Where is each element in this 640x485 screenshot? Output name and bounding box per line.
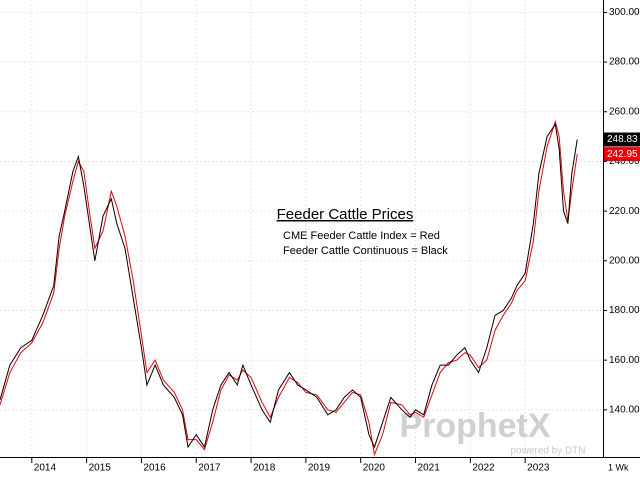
y-tick-label: 220.00: [609, 206, 640, 217]
y-tick-label: 240.00: [609, 156, 640, 167]
annotation: Feeder Cattle Continuous = Black: [283, 245, 448, 257]
y-tick-label: 260.00: [609, 106, 640, 117]
last-value-box: [604, 132, 640, 147]
y-tick-label: 280.00: [609, 57, 640, 68]
watermark-brand: ProphetX: [399, 407, 550, 445]
y-tick-label: 160.00: [609, 355, 640, 366]
period-label: 1 Wk: [608, 462, 629, 472]
price-line: [0, 122, 578, 449]
x-tick-label: 2014: [34, 463, 57, 474]
x-tick-label: 2019: [308, 463, 331, 474]
x-tick-label: 2015: [89, 463, 112, 474]
y-tick-label: 180.00: [609, 305, 640, 316]
last-value-box: [604, 147, 640, 162]
y-tick-label: 200.00: [609, 255, 640, 266]
x-tick-label: 2016: [143, 463, 166, 474]
price-line: [0, 119, 578, 457]
x-tick-label: 2023: [527, 463, 550, 474]
last-value-label: 248.83: [607, 134, 638, 145]
last-value-label: 242.95: [607, 149, 638, 160]
x-tick-label: 2022: [472, 463, 495, 474]
chart-title: Feeder Cattle Prices: [277, 206, 414, 223]
watermark-tagline: powered by DTN: [510, 446, 585, 457]
x-tick-label: 2020: [363, 463, 386, 474]
y-tick-label: 300.00: [609, 7, 640, 18]
y-tick-label: 140.00: [609, 404, 640, 415]
x-tick-label: 2021: [418, 463, 441, 474]
x-tick-label: 2017: [198, 463, 221, 474]
x-tick-label: 2018: [253, 463, 276, 474]
annotation: CME Feeder Cattle Index = Red: [283, 230, 440, 242]
